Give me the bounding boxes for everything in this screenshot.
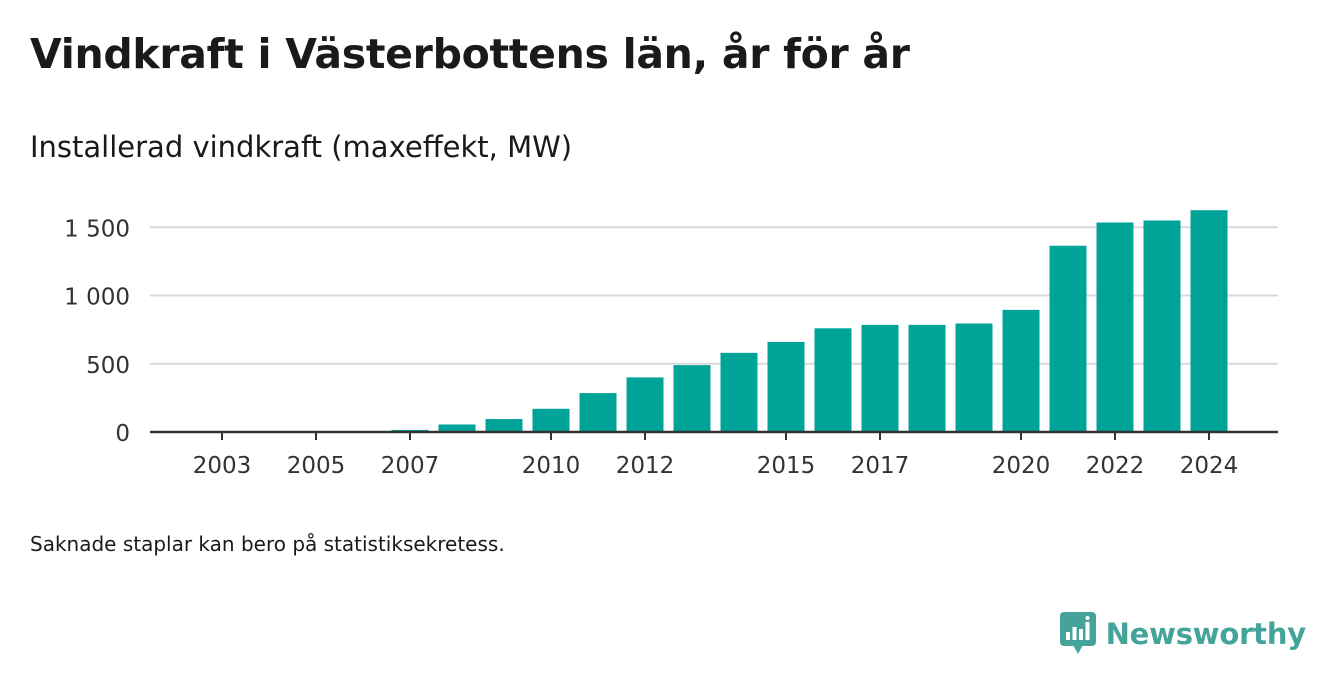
gridlines [150, 226, 1278, 365]
x-tick-label: 2003 [193, 453, 252, 479]
x-tick-label: 2020 [992, 453, 1051, 479]
x-tick-label: 2012 [616, 453, 675, 479]
newsworthy-logo-icon [1059, 612, 1096, 654]
x-tick-label: 2024 [1180, 453, 1239, 479]
y-tick-label: 500 [86, 353, 130, 379]
bar-2020 [1002, 309, 1040, 432]
bars [203, 210, 1228, 432]
bar-2015 [767, 341, 805, 432]
bar-2009 [485, 419, 523, 432]
bar-2019 [955, 323, 993, 432]
y-tick-label: 1 500 [64, 216, 130, 242]
bar-2014 [720, 352, 758, 432]
chart-title: Vindkraft i Västerbottens län, år för år [30, 30, 910, 78]
bar-2010 [532, 408, 570, 432]
y-tick-label: 1 000 [64, 285, 130, 311]
x-tick-label: 2010 [522, 453, 581, 479]
chart-subtitle: Installerad vindkraft (maxeffekt, MW) [30, 130, 573, 164]
bar-2012 [626, 377, 664, 432]
bar-2018 [908, 324, 946, 432]
bar-2023 [1143, 220, 1181, 432]
bar-2017 [861, 324, 899, 432]
x-tick-label: 2017 [851, 453, 910, 479]
footnote: Saknade staplar kan bero på statistiksek… [30, 532, 505, 556]
axes: 0 500 1 000 1 500 2003 2005 2007 2010 2012 2015 20… [64, 216, 1278, 479]
x-tick-label: 2022 [1086, 453, 1145, 479]
bar-2021 [1049, 245, 1087, 432]
x-tick-label: 2005 [287, 453, 346, 479]
x-tick-label: 2007 [381, 453, 440, 479]
bar-2022 [1096, 222, 1134, 432]
bar-2013 [673, 365, 711, 432]
y-tick-label: 0 [115, 421, 130, 447]
bar-2011 [579, 393, 617, 432]
bar-chart: 0 500 1 000 1 500 2003 2005 2007 2010 2012 2015 20… [64, 210, 1278, 479]
bar-2008 [438, 424, 476, 432]
brand-logo[interactable]: Newsworthy [1059, 612, 1307, 656]
bar-2024 [1190, 210, 1228, 432]
bar-2016 [814, 328, 852, 432]
brand-name: Newsworthy [1105, 617, 1307, 651]
x-tick-label: 2015 [757, 453, 816, 479]
